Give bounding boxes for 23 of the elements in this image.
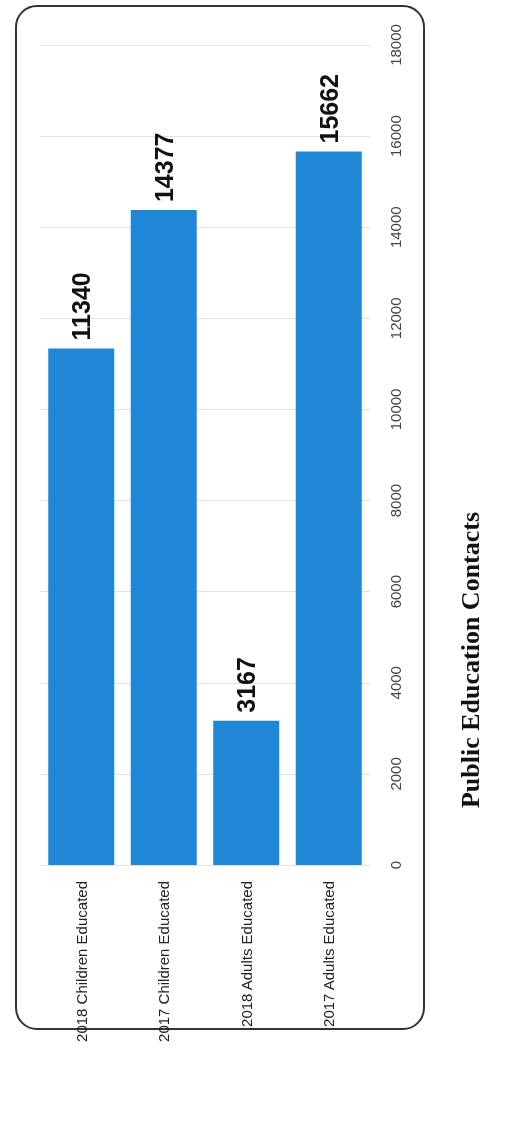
y-tick-label: 4000: [387, 666, 404, 700]
data-label: 11340: [67, 272, 96, 341]
x-tick-label: 2018 Adults Educated: [237, 881, 255, 1027]
x-tick-label: 2017 Adults Educated: [320, 881, 338, 1027]
data-label: 15662: [314, 73, 343, 144]
bar: [48, 348, 115, 865]
y-tick-label: 10000: [387, 388, 404, 431]
y-tick-label: 16000: [387, 115, 404, 157]
y-tick-label: 6000: [387, 574, 404, 609]
x-tick-label: 2017 Children Educated: [155, 881, 173, 1042]
x-tick-label: 2018 Children Educated: [72, 881, 90, 1042]
text: Public Education Contacts: [455, 511, 485, 809]
bar: [213, 720, 280, 865]
y-tick-label: 18000: [387, 24, 404, 66]
data-label: 14377: [149, 132, 178, 203]
bar: [295, 151, 362, 865]
y-tick-label: 2000: [387, 757, 404, 791]
y-tick-label: 0: [387, 860, 404, 870]
y-tick-label: 8000: [387, 483, 404, 518]
y-tick-label: 14000: [387, 206, 404, 249]
y-tick-label: 12000: [387, 297, 404, 340]
data-label: 3167: [232, 657, 261, 713]
bar: [130, 210, 197, 865]
